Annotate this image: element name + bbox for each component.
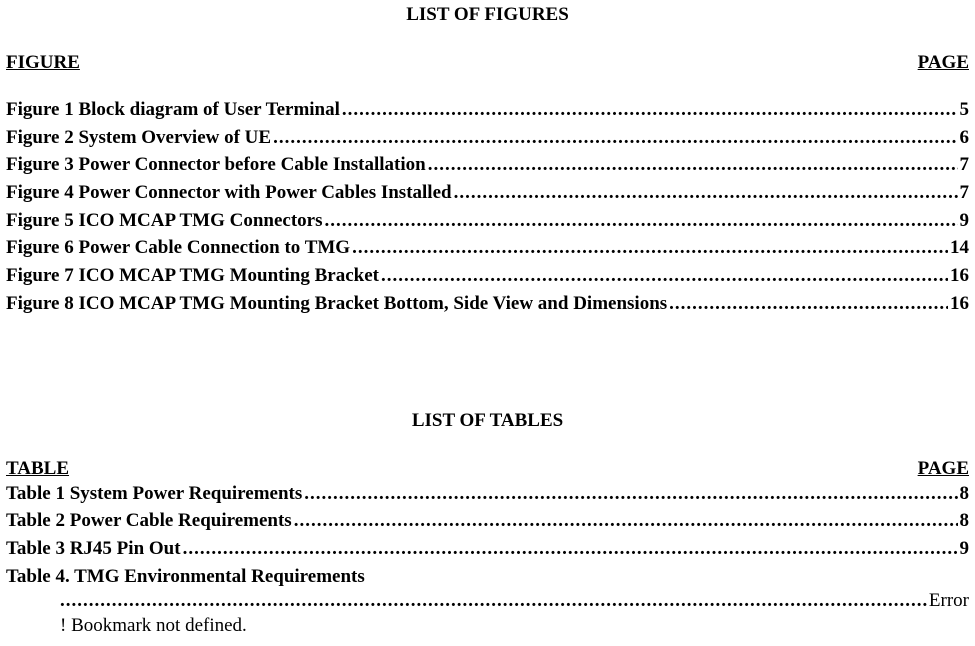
tables-header-right: PAGE <box>918 458 969 480</box>
figure-entry-label: Figure 7 ICO MCAP TMG Mounting Bracket <box>6 264 379 289</box>
leader-dots <box>352 236 948 261</box>
figure-entry-page: 6 <box>960 126 970 151</box>
tables-header-row: TABLE PAGE <box>6 458 969 480</box>
figure-entry-page: 7 <box>960 153 970 178</box>
figure-entry-label: Figure 2 System Overview of UE <box>6 126 271 151</box>
figure-entry: Figure 4 Power Connector with Power Cabl… <box>6 181 969 206</box>
figure-entry-label: Figure 4 Power Connector with Power Cabl… <box>6 181 452 206</box>
leader-dots <box>273 126 957 151</box>
table-entry-error-row: Error <box>6 589 969 614</box>
figure-entry-page: 7 <box>960 181 970 206</box>
tables-list: Table 1 System Power Requirements 8 Tabl… <box>6 482 969 639</box>
leader-dots <box>60 589 927 614</box>
figure-entry: Figure 1 Block diagram of User Terminal … <box>6 98 969 123</box>
section-gap <box>6 320 969 410</box>
figure-entry: Figure 7 ICO MCAP TMG Mounting Bracket 1… <box>6 264 969 289</box>
leader-dots <box>381 264 948 289</box>
table-entry-label: Table 4. TMG Environmental Requirements <box>6 565 969 590</box>
figure-entry-page: 16 <box>950 292 969 317</box>
figures-header-left: FIGURE <box>6 52 80 74</box>
table-entry-label: Table 3 RJ45 Pin Out <box>6 537 181 562</box>
leader-dots <box>324 209 957 234</box>
leader-dots <box>304 482 957 507</box>
leader-dots <box>669 292 948 317</box>
table-entry-page: 8 <box>960 509 970 534</box>
error-text-pre: Error <box>929 589 969 614</box>
figure-entry-page: 16 <box>950 264 969 289</box>
table-entry-page: 9 <box>960 537 970 562</box>
figures-title: LIST OF FIGURES <box>6 4 969 26</box>
leader-dots <box>454 181 958 206</box>
figure-entry-page: 14 <box>950 236 969 261</box>
figures-header-right: PAGE <box>918 52 969 74</box>
leader-dots <box>183 537 958 562</box>
table-entry: Table 3 RJ45 Pin Out 9 <box>6 537 969 562</box>
figure-entry-page: 5 <box>960 98 970 123</box>
table-entry-page: 8 <box>960 482 970 507</box>
tables-header-left: TABLE <box>6 458 69 480</box>
table-entry: Table 2 Power Cable Requirements 8 <box>6 509 969 534</box>
table-entry-label: Table 1 System Power Requirements <box>6 482 302 507</box>
figure-entry: Figure 6 Power Cable Connection to TMG 1… <box>6 236 969 261</box>
figure-entry-label: Figure 3 Power Connector before Cable In… <box>6 153 426 178</box>
tables-title: LIST OF TABLES <box>6 410 969 432</box>
figure-entry: Figure 2 System Overview of UE 6 <box>6 126 969 151</box>
table-entry-error: Table 4. TMG Environmental Requirements … <box>6 565 969 639</box>
tables-section: LIST OF TABLES TABLE PAGE Table 1 System… <box>6 410 969 639</box>
figure-entry-page: 9 <box>960 209 970 234</box>
figure-entry: Figure 5 ICO MCAP TMG Connectors 9 <box>6 209 969 234</box>
figure-entry: Figure 3 Power Connector before Cable In… <box>6 153 969 178</box>
leader-dots <box>342 98 958 123</box>
leader-dots <box>428 153 958 178</box>
figure-entry: Figure 8 ICO MCAP TMG Mounting Bracket B… <box>6 292 969 317</box>
figures-header-row: FIGURE PAGE <box>6 52 969 74</box>
figure-entry-label: Figure 6 Power Cable Connection to TMG <box>6 236 350 261</box>
figure-entry-label: Figure 1 Block diagram of User Terminal <box>6 98 340 123</box>
leader-dots <box>294 509 958 534</box>
figure-entry-label: Figure 8 ICO MCAP TMG Mounting Bracket B… <box>6 292 667 317</box>
error-text-line: ! Bookmark not defined. <box>6 614 969 639</box>
figures-section: LIST OF FIGURES FIGURE PAGE Figure 1 Blo… <box>6 4 969 317</box>
figure-entry-label: Figure 5 ICO MCAP TMG Connectors <box>6 209 322 234</box>
table-entry-label: Table 2 Power Cable Requirements <box>6 509 292 534</box>
figures-list: Figure 1 Block diagram of User Terminal … <box>6 98 969 317</box>
table-entry: Table 1 System Power Requirements 8 <box>6 482 969 507</box>
